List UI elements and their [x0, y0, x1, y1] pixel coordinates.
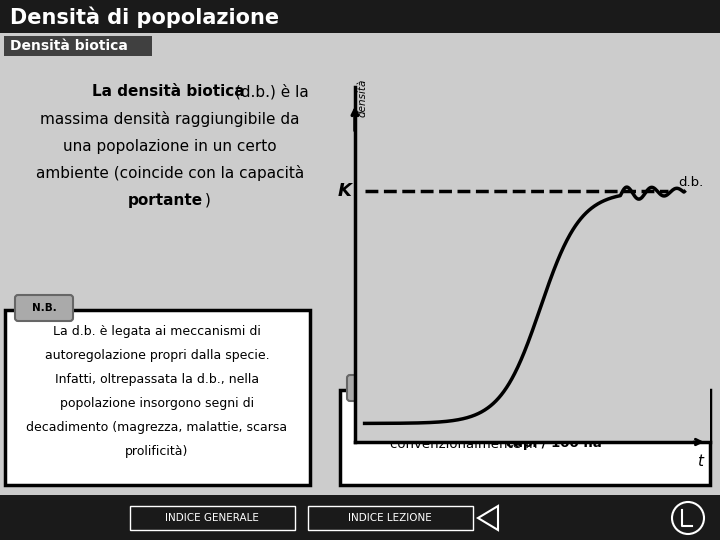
Text: ): ) — [205, 192, 211, 207]
Text: decadimento (magrezza, malattie, scarsa: decadimento (magrezza, malattie, scarsa — [27, 422, 287, 435]
Text: autoregolazione propri dalla specie.: autoregolazione propri dalla specie. — [45, 349, 269, 362]
Text: una popolazione in un certo: una popolazione in un certo — [63, 138, 276, 153]
Text: portante: portante — [127, 192, 202, 207]
Text: La d.b. è legata ai meccanismi di: La d.b. è legata ai meccanismi di — [53, 326, 261, 339]
Text: K: K — [338, 183, 352, 200]
Text: Densità di popolazione: Densità di popolazione — [10, 6, 279, 28]
Bar — [0, 495, 720, 540]
Text: t: t — [698, 454, 703, 469]
Text: INDICE GENERALE: INDICE GENERALE — [165, 513, 259, 523]
Text: N.B.: N.B. — [364, 383, 388, 393]
Text: capi / 100 ha: capi / 100 ha — [506, 437, 602, 450]
Text: d.b.: d.b. — [678, 176, 703, 188]
Text: convenzionalmente in: convenzionalmente in — [390, 437, 541, 450]
Text: Le densità di popolazione si esprimono: Le densità di popolazione si esprimono — [395, 411, 655, 424]
Text: densità: densità — [358, 79, 368, 117]
FancyBboxPatch shape — [15, 295, 73, 321]
Text: La densità biotica: La densità biotica — [91, 84, 244, 99]
Bar — [308, 506, 473, 530]
FancyBboxPatch shape — [347, 375, 405, 401]
Bar — [340, 390, 710, 485]
Text: (d.b.) è la: (d.b.) è la — [230, 84, 309, 100]
Bar — [0, 0, 720, 33]
Text: massima densità raggiungibile da: massima densità raggiungibile da — [40, 111, 300, 127]
Text: INDICE LEZIONE: INDICE LEZIONE — [348, 513, 432, 523]
Text: prolificità): prolificità) — [125, 446, 189, 458]
Text: Infatti, oltrepassata la d.b., nella: Infatti, oltrepassata la d.b., nella — [55, 374, 259, 387]
Text: popolazione insorgono segni di: popolazione insorgono segni di — [60, 397, 254, 410]
Bar — [4, 36, 152, 56]
Bar — [5, 310, 310, 485]
Text: N.B.: N.B. — [32, 303, 56, 313]
Text: Densità biotica: Densità biotica — [10, 39, 128, 53]
Bar — [130, 506, 295, 530]
Text: ambiente (coincide con la capacità: ambiente (coincide con la capacità — [36, 165, 304, 181]
